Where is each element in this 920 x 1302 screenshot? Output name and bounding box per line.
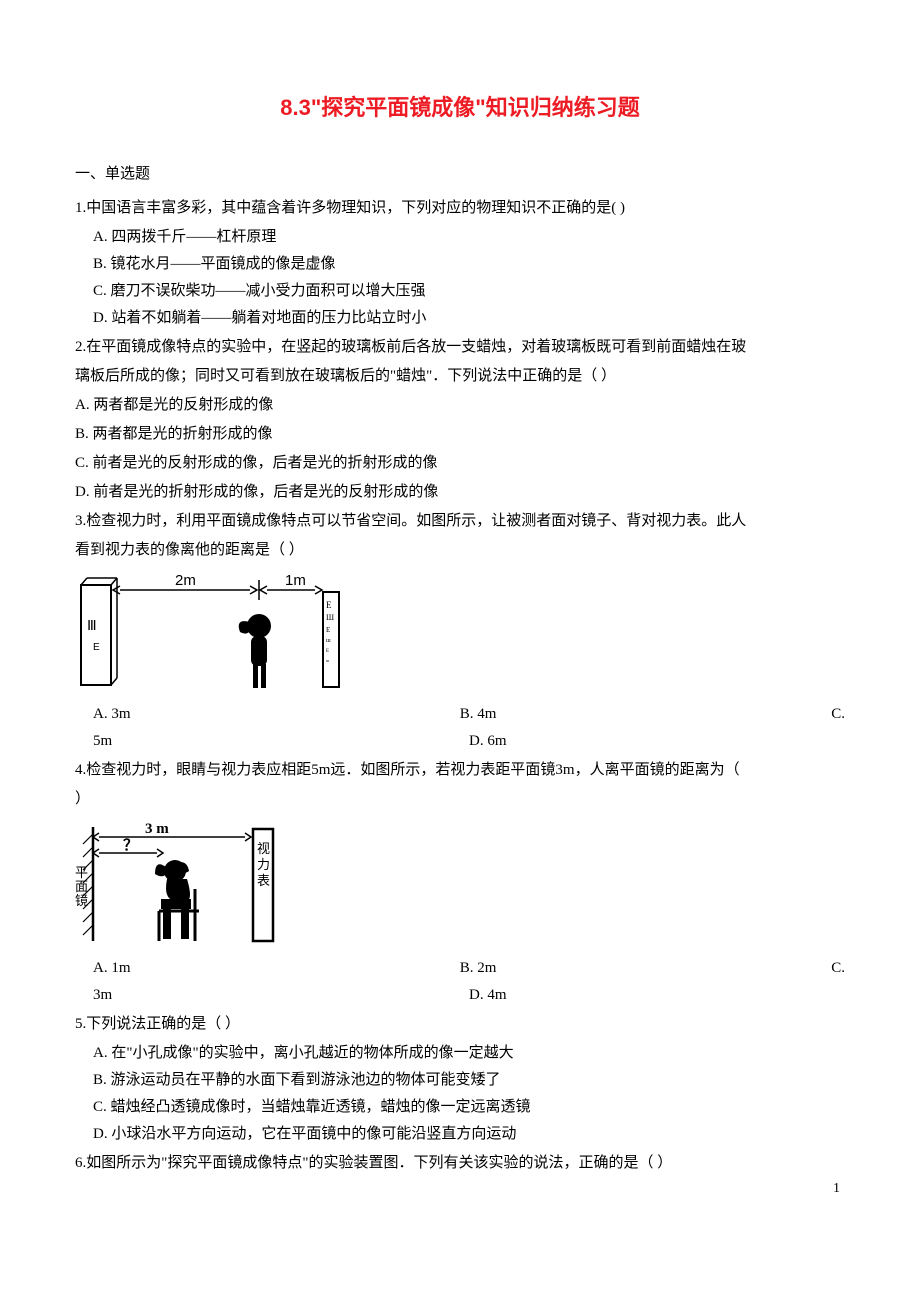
question-4-option-b: B. 2m [460,955,827,982]
chart-e-icon: ш [326,638,331,644]
question-2-option-c: C. 前者是光的反射形成的像，后者是光的折射形成的像 [75,450,845,477]
question-4-options-row1: A. 1m B. 2m C. [75,955,845,982]
question-1-option-d: D. 站着不如躺着——躺着对地面的压力比站立时小 [75,305,845,332]
chart-e-icon: E [326,626,330,634]
question-3-option-a: A. 3m [93,701,460,728]
question-5-option-a: A. 在"小孔成像"的实验中，离小孔越近的物体所成的像一定越大 [75,1040,845,1067]
question-4: 4.检查视力时，眼睛与视力表应相距5m远．如图所示，若视力表距平面镜3m，人离平… [75,757,845,1009]
label-chart-2: 力 [257,857,270,872]
chart-e-icon: E [326,649,329,654]
question-4-stem-line1: 4.检查视力时，眼睛与视力表应相距5m远．如图所示，若视力表距平面镜3m，人离平… [75,757,845,784]
question-5-option-d: D. 小球沿水平方向运动，它在平面镜中的像可能沿竖直方向运动 [75,1121,845,1148]
question-4-option-c2: 3m [93,982,469,1009]
chart-e-icon: ш [326,658,329,663]
question-1: 1.中国语言丰富多彩，其中蕴含着许多物理知识，下列对应的物理知识不正确的是( )… [75,195,845,332]
question-6-stem: 6.如图所示为"探究平面镜成像特点"的实验装置图．下列有关该实验的说法，正确的是… [75,1150,845,1177]
question-5-stem: 5.下列说法正确的是（ ） [75,1011,845,1038]
question-5-option-c: C. 蜡烛经凸透镜成像时，当蜡烛靠近透镜，蜡烛的像一定远离透镜 [75,1094,845,1121]
label-chart-1: 视 [257,841,270,856]
question-2-option-d: D. 前者是光的折射形成的像，后者是光的反射形成的像 [75,479,845,506]
label-3m: 3 m [145,821,169,837]
label-mirror-3: 镜 [75,893,88,908]
question-2-stem-line1: 2.在平面镜成像特点的实验中，在竖起的玻璃板前后各放一支蜡烛，对着玻璃板既可看到… [75,334,845,361]
question-4-option-a: A. 1m [93,955,460,982]
question-3-options-row2: 5m D. 6m [75,728,845,755]
question-6: 6.如图所示为"探究平面镜成像特点"的实验装置图．下列有关该实验的说法，正确的是… [75,1150,845,1177]
question-3-option-b: B. 4m [460,701,827,728]
question-3-option-d: D. 6m [469,728,845,755]
question-4-option-d: D. 4m [469,982,845,1009]
page-title: 8.3"探究平面镜成像"知识归纳练习题 [75,90,845,122]
mirror-e-icon: E [93,642,100,653]
question-3-stem-line1: 3.检查视力时，利用平面镜成像特点可以节省空间。如图所示，让被测者面对镜子、背对… [75,508,845,535]
question-2-stem-line2: 璃板后所成的像；同时又可看到放在玻璃板后的"蜡烛"．下列说法中正确的是（ ） [75,363,845,390]
question-2: 2.在平面镜成像特点的实验中，在竖起的玻璃板前后各放一支蜡烛，对着玻璃板既可看到… [75,334,845,506]
question-3-options-row1: A. 3m B. 4m C. [75,701,845,728]
label-mirror-1: 平 [75,865,88,880]
chart-e-icon: E [326,600,332,610]
page-number: 1 [833,1181,840,1197]
question-3-option-c2: 5m [93,728,469,755]
mirror-e-icon: Ⅲ [87,617,97,633]
question-5: 5.下列说法正确的是（ ） A. 在"小孔成像"的实验中，离小孔越近的物体所成的… [75,1011,845,1148]
label-1m: 1m [285,572,306,589]
chart-e-icon: Ш [326,613,334,622]
question-4-options-row2: 3m D. 4m [75,982,845,1009]
label-chart-3: 表 [257,873,270,888]
question-3-option-c: C. [826,701,845,728]
question-4-figure: 平 面 镜 3 m ？ [75,819,845,949]
question-2-option-a: A. 两者都是光的反射形成的像 [75,392,845,419]
question-1-option-b: B. 镜花水月——平面镜成的像是虚像 [75,251,845,278]
question-5-option-b: B. 游泳运动员在平静的水面下看到游泳池边的物体可能变矮了 [75,1067,845,1094]
question-4-option-c: C. [826,955,845,982]
question-3: 3.检查视力时，利用平面镜成像特点可以节省空间。如图所示，让被测者面对镜子、背对… [75,508,845,755]
question-1-option-a: A. 四两拨千斤——杠杆原理 [75,224,845,251]
question-2-option-b: B. 两者都是光的折射形成的像 [75,421,845,448]
document-page: 8.3"探究平面镜成像"知识归纳练习题 一、单选题 1.中国语言丰富多彩，其中蕴… [0,0,920,1209]
question-3-stem-line2: 看到视力表的像离他的距离是（ ） [75,537,845,564]
question-1-stem: 1.中国语言丰富多彩，其中蕴含着许多物理知识，下列对应的物理知识不正确的是( ) [75,195,845,222]
label-2m: 2m [175,572,196,589]
label-mirror-2: 面 [75,879,88,894]
question-4-stem-line2: ） [75,786,845,813]
section-header: 一、单选题 [75,162,845,183]
question-3-figure: Ⅲ E 2m 1m [75,570,845,695]
question-1-option-c: C. 磨刀不误砍柴功——减小受力面积可以增大压强 [75,278,845,305]
label-question-mark: ？ [123,837,138,854]
